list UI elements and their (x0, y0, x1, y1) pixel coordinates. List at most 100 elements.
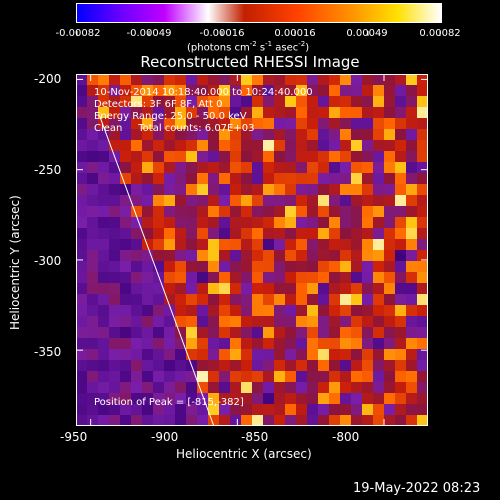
heatmap-cell (153, 272, 164, 283)
heatmap-cell (296, 349, 307, 360)
heatmap-cell (109, 393, 120, 404)
heatmap-cell (395, 349, 406, 360)
colorbar-tick-marks (76, 22, 442, 36)
heatmap-cell (384, 316, 395, 327)
heatmap-cell (120, 393, 131, 404)
heatmap-cell (285, 294, 296, 305)
heatmap-cell (208, 371, 219, 382)
heatmap-cell (406, 173, 417, 184)
colorbar-tick-label: 0.00082 (419, 28, 461, 39)
heatmap-cell (164, 206, 175, 217)
heatmap-cell (252, 85, 263, 96)
heatmap-cell (252, 360, 263, 371)
heatmap-cell (186, 184, 197, 195)
heatmap-cell (219, 217, 230, 228)
heatmap-cell (153, 415, 164, 426)
heatmap-cell (120, 360, 131, 371)
heatmap-cell (142, 173, 153, 184)
heatmap-cell (395, 382, 406, 393)
heatmap-cell (142, 305, 153, 316)
heatmap-cell (373, 272, 384, 283)
heatmap-cell (406, 129, 417, 140)
heatmap-cell (197, 206, 208, 217)
heatmap-cell (76, 250, 87, 261)
heatmap-cell (186, 96, 197, 107)
heatmap-cell (274, 382, 285, 393)
heatmap-cell (373, 173, 384, 184)
heatmap-cell (395, 305, 406, 316)
heatmap-cell (98, 250, 109, 261)
heatmap-cell (98, 261, 109, 272)
heatmap-cell (285, 415, 296, 426)
heatmap-cell (340, 404, 351, 415)
heatmap-cell (384, 338, 395, 349)
heatmap-cell (296, 272, 307, 283)
heatmap-cell (373, 217, 384, 228)
heatmap-cell (307, 85, 318, 96)
heatmap-cell (329, 239, 340, 250)
heatmap-cell (230, 393, 241, 404)
heatmap-cell (340, 294, 351, 305)
heatmap-cell (329, 415, 340, 426)
heatmap-cell (131, 294, 142, 305)
heatmap-cell (164, 239, 175, 250)
heatmap-cell (98, 228, 109, 239)
heatmap-cell (373, 184, 384, 195)
heatmap-cell (307, 118, 318, 129)
heatmap-cell (340, 316, 351, 327)
heatmap-cell (395, 195, 406, 206)
heatmap-cell (109, 360, 120, 371)
heatmap-cell (252, 74, 263, 85)
heatmap-cell (318, 294, 329, 305)
heatmap-cell (329, 184, 340, 195)
heatmap-cell (263, 118, 274, 129)
heatmap-cell (197, 415, 208, 426)
heatmap-cell (98, 74, 109, 85)
heatmap-cell (329, 140, 340, 151)
render-timestamp: 19-May-2022 08:23 (353, 481, 481, 496)
heatmap-cell (241, 118, 252, 129)
heatmap-cell (329, 107, 340, 118)
heatmap-cell (285, 261, 296, 272)
heatmap-cell (153, 129, 164, 140)
heatmap-cell (307, 206, 318, 217)
heatmap-cell (197, 228, 208, 239)
heatmap-cell (120, 294, 131, 305)
heatmap-cell (252, 206, 263, 217)
heatmap-cell (208, 272, 219, 283)
heatmap-cell (153, 294, 164, 305)
heatmap-cell (384, 85, 395, 96)
heatmap-cell (252, 96, 263, 107)
heatmap-cell (76, 151, 87, 162)
heatmap-cell (285, 129, 296, 140)
heatmap-cell (307, 382, 318, 393)
heatmap-cell (175, 404, 186, 415)
heatmap-cell (274, 250, 285, 261)
heatmap-cell (142, 327, 153, 338)
heatmap-cell (120, 382, 131, 393)
heatmap-cell (417, 96, 428, 107)
heatmap-cell (285, 327, 296, 338)
heatmap-cell (241, 173, 252, 184)
heatmap-cell (120, 228, 131, 239)
heatmap-cell (318, 250, 329, 261)
heatmap-cell (307, 294, 318, 305)
heatmap-cell (186, 415, 197, 426)
heatmap-cell (252, 118, 263, 129)
heatmap-cell (197, 162, 208, 173)
heatmap-cell (219, 140, 230, 151)
heatmap-cell (131, 162, 142, 173)
heatmap-cell (153, 316, 164, 327)
heatmap-cell (285, 393, 296, 404)
heatmap-cell (285, 283, 296, 294)
heatmap-cell (340, 228, 351, 239)
heatmap-cell (307, 338, 318, 349)
heatmap-cell (87, 272, 98, 283)
heatmap-cell (318, 360, 329, 371)
heatmap-cell (395, 261, 406, 272)
heatmap-cell (263, 162, 274, 173)
heatmap-cell (373, 415, 384, 426)
heatmap-cell (153, 217, 164, 228)
heatmap-cell (417, 173, 428, 184)
heatmap-cell (318, 305, 329, 316)
